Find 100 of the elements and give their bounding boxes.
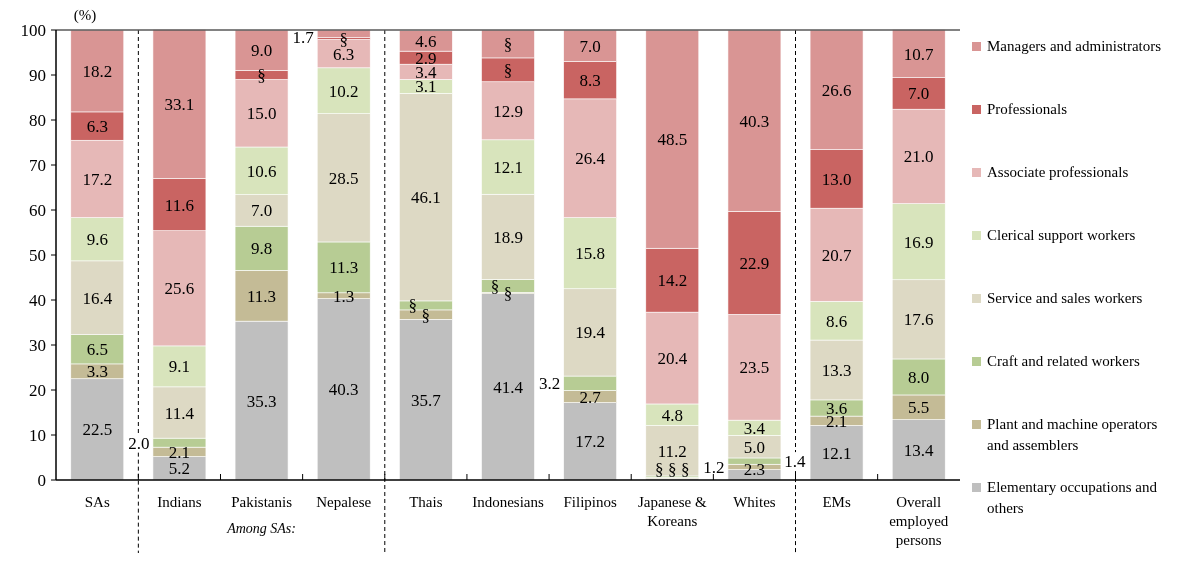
data-label: 6.5 bbox=[86, 340, 108, 360]
y-tick-label: 70 bbox=[29, 155, 46, 175]
data-label: 4.8 bbox=[661, 405, 683, 425]
data-label: 14.2 bbox=[657, 271, 688, 291]
data-label: 20.7 bbox=[821, 245, 852, 265]
data-label: 46.1 bbox=[410, 188, 441, 208]
data-label: 2.3 bbox=[743, 460, 766, 479]
data-label: 4.6 bbox=[415, 31, 437, 51]
y-axis-title: (%) bbox=[73, 7, 97, 24]
data-label: 8.0 bbox=[908, 367, 930, 387]
data-label: 3.4 bbox=[743, 418, 766, 438]
x-tick-label: Thais bbox=[409, 494, 443, 510]
y-tick-label: 80 bbox=[29, 110, 46, 130]
data-label: 16.4 bbox=[82, 288, 113, 308]
y-tick-label: 0 bbox=[37, 470, 46, 490]
data-label: 22.9 bbox=[739, 253, 770, 273]
legend-label: Service and sales workers bbox=[987, 290, 1143, 306]
data-label: 1.4 bbox=[784, 452, 807, 472]
x-tick-label: Nepalese bbox=[316, 494, 372, 510]
legend-label: Craft and related workers bbox=[987, 353, 1141, 369]
data-label: § bbox=[421, 305, 431, 325]
data-label: 18.2 bbox=[82, 61, 113, 81]
data-label: 35.3 bbox=[246, 391, 277, 411]
data-label: 7.0 bbox=[908, 84, 930, 104]
data-label: 15.0 bbox=[246, 104, 277, 124]
data-label: 7.0 bbox=[250, 201, 273, 221]
data-label: 3.2 bbox=[539, 374, 561, 394]
data-label: 26.6 bbox=[821, 80, 852, 100]
y-tick-label: 90 bbox=[29, 65, 46, 85]
data-label: 12.1 bbox=[493, 158, 523, 178]
legend-label: Elementary occupations and others bbox=[987, 479, 1158, 516]
data-label: 13.4 bbox=[903, 440, 935, 460]
x-tick-label: Indians bbox=[157, 494, 202, 510]
data-label: 26.4 bbox=[575, 149, 606, 169]
data-label: 21.0 bbox=[903, 147, 934, 167]
data-label: 9.0 bbox=[250, 41, 273, 61]
data-label: 11.3 bbox=[329, 258, 359, 278]
data-label: 8.6 bbox=[825, 311, 848, 331]
data-label: 17.2 bbox=[82, 169, 113, 189]
y-tick-label: 10 bbox=[29, 425, 46, 445]
data-label: 17.2 bbox=[575, 432, 606, 452]
x-tick-label: Filipinos bbox=[563, 494, 617, 510]
y-tick-label: 40 bbox=[29, 290, 46, 310]
data-label: 11.3 bbox=[247, 286, 277, 306]
data-label: 22.5 bbox=[82, 420, 113, 440]
data-label: § bbox=[655, 460, 664, 479]
data-label: 9.1 bbox=[168, 357, 191, 377]
data-label: 33.1 bbox=[164, 95, 195, 115]
data-label: 2.0 bbox=[128, 433, 150, 453]
data-label: 1.7 bbox=[292, 28, 315, 47]
y-tick-label: 60 bbox=[29, 200, 46, 220]
data-label: 41.4 bbox=[493, 377, 524, 397]
data-label: § bbox=[503, 34, 513, 54]
data-label: 10.6 bbox=[246, 161, 277, 181]
y-tick-label: 20 bbox=[29, 380, 46, 400]
data-label: 40.3 bbox=[328, 380, 359, 400]
data-label: 2.9 bbox=[415, 48, 437, 68]
data-label: 48.5 bbox=[657, 130, 688, 150]
legend-label: Associate professionals bbox=[987, 164, 1129, 180]
data-label: § bbox=[668, 460, 677, 479]
data-label: 3.3 bbox=[86, 362, 108, 382]
legend-label: Professionals bbox=[987, 101, 1068, 117]
data-label: 2.7 bbox=[579, 387, 602, 407]
data-label: 23.5 bbox=[739, 358, 770, 378]
legend-label: Clerical support workers bbox=[987, 227, 1136, 243]
data-label: 7.0 bbox=[579, 36, 601, 56]
data-label: § bbox=[681, 460, 690, 479]
data-label: § bbox=[503, 60, 513, 80]
data-label: 10.7 bbox=[903, 44, 935, 64]
data-label: 10.2 bbox=[328, 81, 359, 101]
x-tick-label: Japanese & Koreans bbox=[637, 494, 707, 529]
data-label: 25.6 bbox=[164, 279, 195, 299]
data-label: 35.7 bbox=[410, 390, 442, 410]
legend-label: Managers and administrators bbox=[987, 38, 1162, 54]
data-label: 9.6 bbox=[86, 230, 108, 250]
data-label: 12.1 bbox=[821, 443, 852, 463]
data-label: 5.5 bbox=[908, 398, 930, 418]
data-label: 18.9 bbox=[493, 227, 523, 247]
data-label: 11.4 bbox=[164, 403, 195, 423]
data-label: 28.5 bbox=[328, 168, 359, 188]
data-label: 8.3 bbox=[579, 71, 601, 91]
data-label: 40.3 bbox=[739, 111, 770, 131]
data-label: § bbox=[490, 276, 500, 296]
data-label: 12.9 bbox=[493, 101, 523, 121]
y-tick-label: 50 bbox=[29, 245, 46, 265]
data-label: 16.9 bbox=[903, 232, 934, 252]
data-label: 20.4 bbox=[657, 349, 688, 369]
data-label: 3.1 bbox=[415, 77, 437, 97]
data-label: 13.3 bbox=[821, 360, 852, 380]
x-tick-label: EMs bbox=[822, 494, 851, 510]
data-label: 9.8 bbox=[250, 239, 273, 259]
data-label: § bbox=[503, 284, 513, 304]
data-label: 5.0 bbox=[743, 437, 766, 457]
data-label: 13.0 bbox=[821, 169, 852, 189]
y-tick-label: 100 bbox=[20, 20, 46, 40]
data-label: 1.3 bbox=[333, 286, 355, 306]
data-label: 19.4 bbox=[575, 323, 606, 343]
data-label: 2.1 bbox=[168, 442, 191, 462]
x-tick-label: Overall employed persons bbox=[889, 494, 949, 548]
x-tick-label: Indonesians bbox=[472, 494, 544, 510]
